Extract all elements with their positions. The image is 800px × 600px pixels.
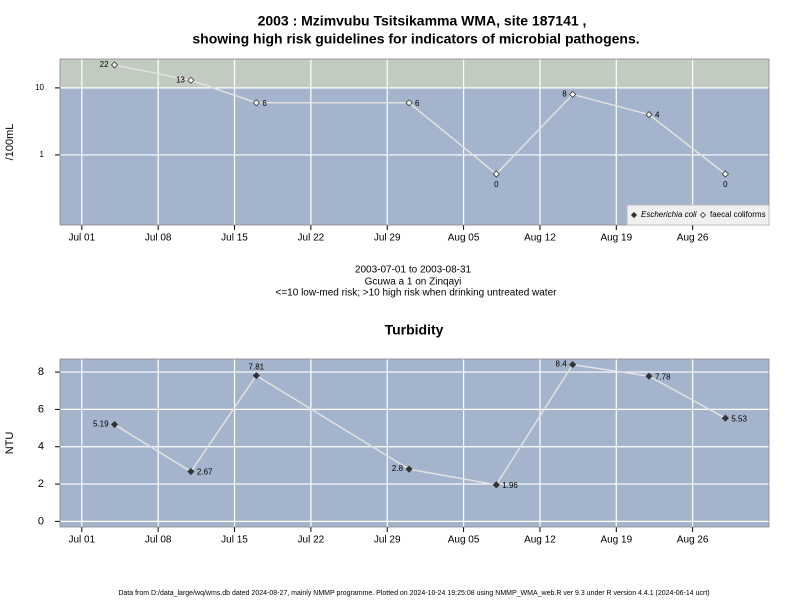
x-tick-label: Jul 15: [221, 233, 248, 244]
y-tick-label: 0: [38, 515, 44, 527]
x-tick-label: Jul 08: [145, 535, 172, 546]
point: [721, 170, 729, 178]
point: [187, 467, 195, 476]
x-tick-label: Aug 05: [448, 535, 480, 546]
annotation: <=10 low-med risk; >10 high risk when dr…: [276, 288, 558, 299]
point: [492, 481, 500, 489]
data-label: 0: [494, 180, 499, 189]
x-tick-label: Jul 01: [68, 535, 95, 546]
chart-title: 2003 : Mzimvubu Tsitsikamma WMA, site 18…: [258, 13, 587, 29]
data-label: 0: [723, 180, 728, 189]
legend-label: faecal coliforms: [710, 210, 766, 219]
x-tick-label: Aug 12: [524, 233, 556, 244]
y-tick-label: 8: [38, 366, 44, 378]
point: [187, 76, 195, 84]
data-label: 8.4: [556, 360, 568, 369]
plot-frame: [59, 358, 770, 528]
data-label: 22: [100, 60, 109, 69]
data-label: 2.67: [197, 468, 213, 477]
risk-band: [60, 59, 769, 88]
x-tick-label: Jul 08: [145, 233, 172, 244]
y-tick-label: 6: [38, 403, 44, 415]
point: [405, 465, 413, 473]
x-tick-label: Aug 26: [677, 535, 709, 546]
y-axis-label: NTU: [4, 432, 16, 455]
data-label: 5.53: [731, 414, 747, 423]
data-label: 7.78: [655, 372, 671, 381]
footer: Data from D:/data_large/wq/wms.db dated …: [118, 590, 709, 597]
x-tick-label: Aug 12: [524, 535, 556, 546]
point: [721, 414, 729, 422]
legend-marker: [630, 211, 638, 219]
legend-box: [626, 204, 770, 226]
x-tick-label: Jul 15: [221, 535, 248, 546]
legend-marker: [699, 211, 707, 219]
chart-title: Turbidity: [385, 322, 444, 338]
point: [252, 99, 260, 107]
x-tick-label: Aug 19: [600, 233, 632, 244]
legend-label: Escherichia coli: [641, 210, 697, 219]
chart-title: showing high risk guidelines for indicat…: [192, 31, 639, 47]
y-tick-label: 2: [38, 478, 44, 490]
series-line: [114, 363, 726, 486]
point: [645, 111, 653, 119]
plot-frame: [59, 58, 770, 226]
x-tick-label: Jul 22: [298, 233, 325, 244]
data-label: 2.8: [392, 464, 404, 473]
point: [569, 90, 577, 98]
annotation: 2003-07-01 to 2003-08-31: [355, 265, 472, 276]
data-label: 5.19: [93, 420, 109, 429]
data-label: 6: [415, 99, 420, 108]
annotation: Gcuwa a 1 on Zinqayi: [365, 277, 462, 288]
data-label: 4: [655, 111, 660, 120]
point: [405, 99, 413, 107]
x-tick-label: Jul 01: [68, 233, 95, 244]
x-tick-label: Aug 26: [677, 233, 709, 244]
plot-area: [60, 359, 769, 527]
point: [110, 420, 119, 429]
data-label: 7.81: [249, 363, 265, 372]
series-line: [114, 64, 726, 176]
point: [110, 61, 119, 69]
y-axis-label: /100mL: [4, 124, 16, 161]
y-tick-label: 1: [40, 150, 45, 159]
point: [645, 372, 653, 380]
x-tick-label: Aug 19: [600, 535, 632, 546]
x-tick-label: Jul 22: [298, 535, 325, 546]
data-label: 6: [262, 99, 267, 108]
data-label: 8: [562, 90, 567, 99]
point: [492, 170, 500, 178]
point: [569, 361, 577, 369]
y-tick-label: 10: [35, 83, 44, 92]
y-tick-label: 4: [38, 441, 44, 453]
x-tick-label: Jul 29: [374, 233, 401, 244]
x-tick-label: Aug 05: [448, 233, 480, 244]
data-label: 1.96: [502, 481, 518, 490]
data-label: 13: [176, 75, 185, 84]
x-tick-label: Jul 29: [374, 535, 401, 546]
point: [252, 372, 260, 380]
